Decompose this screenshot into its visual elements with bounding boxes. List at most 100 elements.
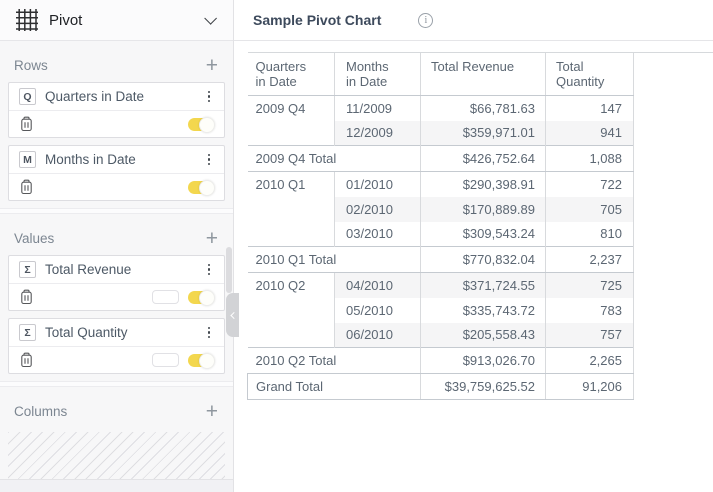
sidebar-scrollbar-thumb[interactable] [226, 247, 232, 293]
color-swatch[interactable] [152, 353, 179, 367]
visibility-toggle[interactable] [188, 353, 215, 369]
col-header-months: Months in Date [334, 52, 421, 96]
quantity-cell: 705 [545, 196, 634, 222]
table-row: 06/2010 $205,558.43 757 [248, 322, 713, 348]
col-header-quarters: Quarters in Date [247, 52, 335, 96]
kebab-menu-icon[interactable] [204, 88, 215, 106]
revenue-cell: $66,781.63 [420, 95, 546, 121]
color-swatch[interactable] [152, 290, 179, 304]
subtotal-label: 2010 Q2 Total [247, 347, 421, 374]
field-type-badge: M [19, 151, 36, 168]
month-cell: 01/2010 [334, 171, 421, 197]
page-title: Sample Pivot Chart [253, 12, 382, 28]
grand-total-revenue: $39,759,625.52 [420, 373, 546, 400]
sidebar-header[interactable]: Pivot [0, 0, 233, 41]
revenue-cell: $205,558.43 [420, 322, 546, 348]
empty-cell [633, 246, 713, 273]
chevron-left-icon [230, 311, 238, 319]
columns-empty-dropzone[interactable] [8, 432, 225, 487]
kebab-menu-icon[interactable] [204, 324, 215, 342]
revenue-cell: $290,398.91 [420, 171, 546, 197]
add-value-field-button[interactable]: + [205, 226, 218, 250]
quarter-cell: 2010 Q1 [247, 171, 335, 247]
quantity-cell: 810 [545, 221, 634, 247]
revenue-cell: $309,543.24 [420, 221, 546, 247]
pivot-grid-icon [16, 9, 38, 31]
empty-cell [633, 347, 713, 374]
sigma-badge: Σ [19, 261, 36, 278]
table-row: 2010 Q2 04/2010 $371,724.55 725 [247, 272, 713, 348]
sidebar-collapse-handle[interactable] [226, 293, 239, 337]
section-divider [0, 381, 233, 387]
quarter-cell: 2009 Q4 [247, 95, 335, 146]
month-cell: 11/2009 [334, 95, 421, 121]
table-row: 2010 Q1 01/2010 $290,398.91 722 [247, 171, 713, 247]
pivot-config-sidebar: Pivot Rows + Q Quarters in Date [0, 0, 239, 492]
field-label: Total Quantity [45, 325, 128, 340]
kebab-menu-icon[interactable] [204, 151, 215, 169]
subtotal-quantity: 2,237 [545, 246, 634, 273]
add-column-field-button[interactable]: + [205, 399, 218, 423]
empty-cell [633, 297, 713, 323]
field-card-months: M Months in Date [8, 145, 225, 201]
sigma-badge: Σ [19, 324, 36, 341]
field-card-total-revenue: Σ Total Revenue [8, 255, 225, 311]
report-title-bar: Sample Pivot Chart i [234, 0, 713, 41]
col-header-revenue: Total Revenue [420, 52, 546, 96]
quantity-cell: 941 [545, 120, 634, 146]
trash-icon[interactable] [19, 179, 34, 195]
col-header-empty [633, 52, 713, 96]
month-cell: 12/2009 [334, 120, 421, 146]
field-label: Total Revenue [45, 262, 132, 277]
sidebar-footer [0, 479, 233, 492]
field-type-badge: Q [19, 88, 36, 105]
header-row: Quarters in Date Months in Date Total Re… [247, 52, 713, 96]
subtotal-quantity: 1,088 [545, 145, 634, 172]
quantity-cell: 725 [545, 272, 634, 298]
columns-section-header: Columns + [0, 387, 233, 428]
info-icon[interactable]: i [418, 12, 434, 28]
kebab-menu-icon[interactable] [204, 261, 215, 279]
empty-cell [633, 221, 713, 247]
empty-cell [633, 120, 713, 146]
empty-cell [633, 95, 713, 121]
table-row: 03/2010 $309,543.24 810 [248, 221, 713, 247]
empty-cell [633, 272, 713, 298]
subtotal-revenue: $426,752.64 [420, 145, 546, 172]
trash-icon[interactable] [19, 289, 34, 305]
sidebar-title: Pivot [49, 11, 83, 29]
columns-section-label: Columns [14, 404, 68, 419]
quantity-cell: 783 [545, 297, 634, 323]
empty-cell [633, 171, 713, 197]
values-section-header: Values + [0, 214, 233, 255]
subtotal-row: 2009 Q4 Total $426,752.64 1,088 [247, 145, 713, 172]
visibility-toggle[interactable] [188, 290, 215, 306]
month-cell: 05/2010 [334, 297, 421, 323]
subtotal-revenue: $770,832.04 [420, 246, 546, 273]
rows-section-label: Rows [14, 58, 48, 73]
pivot-table: Quarters in Date Months in Date Total Re… [247, 52, 713, 400]
month-cell: 03/2010 [334, 221, 421, 247]
empty-cell [633, 145, 713, 172]
quantity-cell: 757 [545, 322, 634, 348]
col-header-quantity: Total Quantity [545, 52, 634, 96]
pivot-table-container: Quarters in Date Months in Date Total Re… [247, 52, 713, 400]
revenue-cell: $170,889.89 [420, 196, 546, 222]
report-main-area: Sample Pivot Chart i Quarters in Date Mo… [234, 0, 713, 492]
chevron-down-icon[interactable] [204, 11, 217, 25]
visibility-toggle[interactable] [188, 180, 215, 196]
table-row: 02/2010 $170,889.89 705 [248, 196, 713, 222]
grand-total-label: Grand Total [247, 373, 421, 400]
visibility-toggle[interactable] [188, 117, 215, 133]
field-label: Months in Date [45, 152, 136, 167]
rows-section-header: Rows + [0, 41, 233, 82]
trash-icon[interactable] [19, 116, 34, 132]
quantity-cell: 147 [545, 95, 634, 121]
grand-total-quantity: 91,206 [545, 373, 634, 400]
month-cell: 04/2010 [334, 272, 421, 298]
trash-icon[interactable] [19, 352, 34, 368]
field-card-quarters: Q Quarters in Date [8, 82, 225, 138]
add-row-field-button[interactable]: + [205, 53, 218, 77]
subtotal-revenue: $913,026.70 [420, 347, 546, 374]
